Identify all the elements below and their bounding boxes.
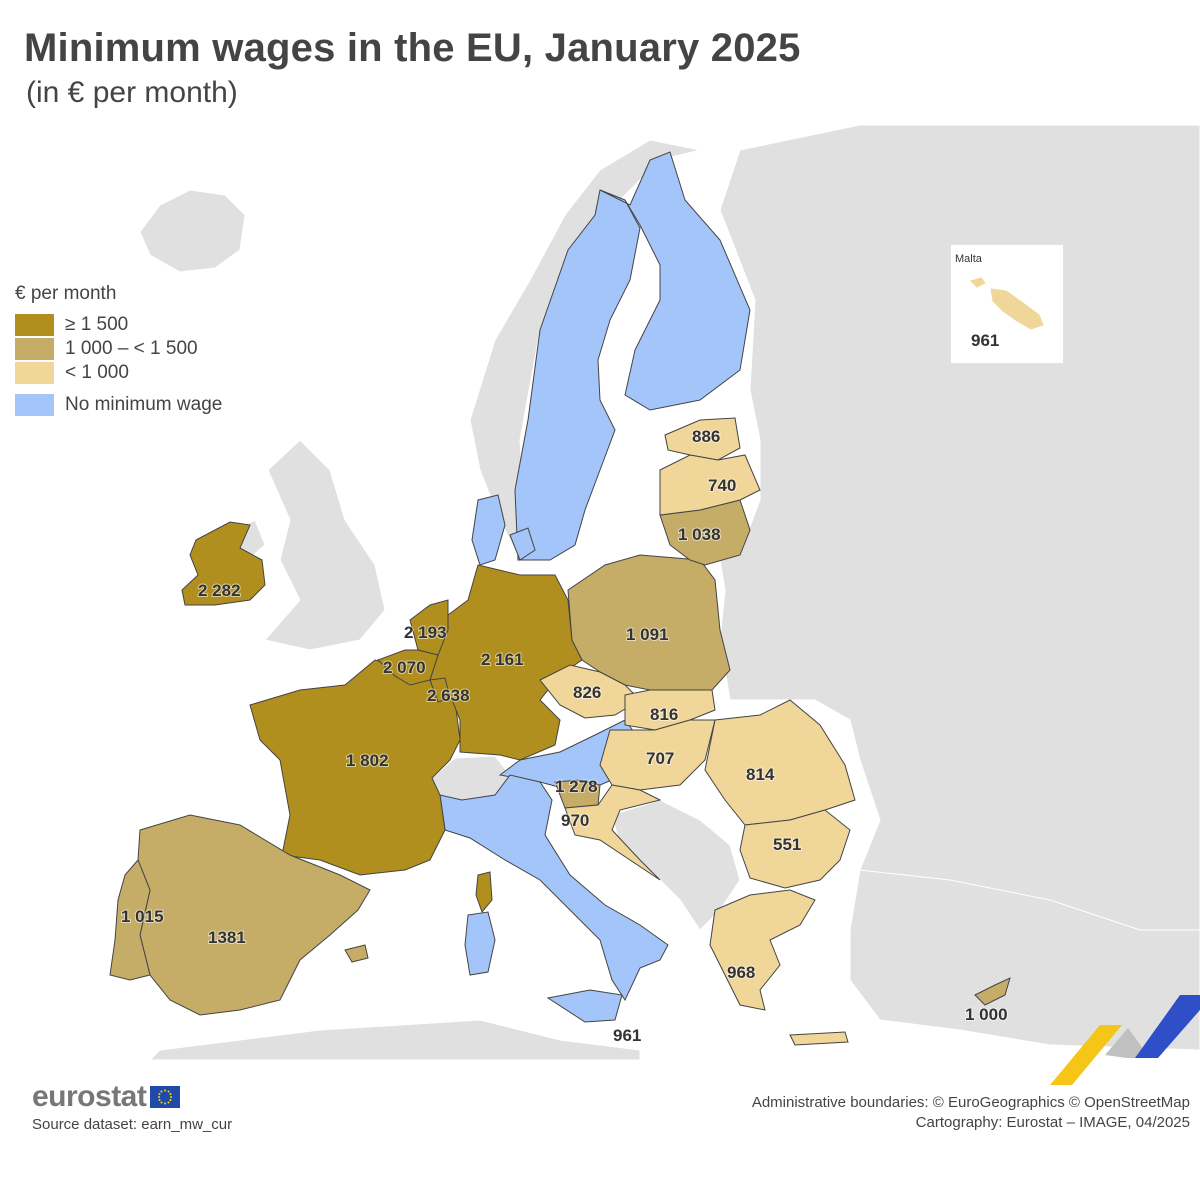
label-germany: 2 161	[481, 650, 524, 669]
eurostat-logo-text: eurostat	[32, 1080, 147, 1113]
label-slovakia: 816	[650, 705, 678, 724]
sicily	[546, 989, 623, 1023]
high-wage-countries	[181, 521, 583, 913]
label-slovenia: 1 278	[555, 777, 598, 796]
legend-swatch-mid	[15, 338, 54, 360]
legend-item-low: < 1 000	[15, 361, 222, 385]
legend-label-high: ≥ 1 500	[65, 314, 129, 335]
legend-item-mid: 1 000 – < 1 500	[15, 337, 222, 361]
great-britain	[264, 439, 386, 651]
label-ireland: 2 282	[198, 581, 241, 600]
greece	[709, 889, 816, 1011]
north-africa	[148, 1019, 641, 1061]
legend: € per month ≥ 1 500 1 000 – < 1 500 < 1 …	[15, 283, 222, 417]
map-subtitle: (in € per month)	[26, 76, 238, 109]
cyprus	[974, 977, 1011, 1006]
label-latvia: 740	[708, 476, 736, 495]
label-czechia: 826	[573, 683, 601, 702]
label-belgium: 2 070	[383, 658, 426, 677]
ireland	[181, 521, 266, 606]
map-title: Minimum wages in the EU, January 2025	[24, 26, 801, 70]
legend-swatch-none	[15, 394, 54, 416]
label-france: 1 802	[346, 751, 389, 770]
iceland	[139, 189, 246, 273]
belgium	[377, 649, 439, 686]
map-value-labels: 2 282 2 193 2 070 2 638 2 161 1 802 1 01…	[120, 426, 1009, 1046]
legend-swatch-high	[15, 314, 54, 336]
source-dataset: Source dataset: earn_mw_cur	[32, 1116, 233, 1133]
label-hungary: 707	[646, 749, 674, 768]
croatia	[564, 784, 662, 881]
denmark-islands	[509, 527, 536, 561]
label-poland: 1 091	[626, 625, 669, 644]
no-minimum-wage-countries	[439, 151, 751, 1023]
label-estonia: 886	[692, 427, 720, 446]
luxembourg	[429, 677, 451, 703]
label-malta-sicily: 961	[613, 1026, 641, 1045]
malta-shape	[970, 277, 1044, 330]
low-wage-countries	[539, 417, 856, 1046]
label-cyprus: 1 000	[965, 1005, 1008, 1024]
label-romania: 814	[746, 765, 775, 784]
hungary	[599, 719, 716, 791]
romania	[704, 699, 856, 826]
label-greece: 968	[727, 963, 755, 982]
footer-left: eurostat Source dataset: earn_mw_cur	[32, 1080, 232, 1133]
non-eu-land	[139, 124, 1200, 1061]
eu-flag-icon	[150, 1086, 181, 1108]
credit-boundaries: Administrative boundaries: © EuroGeograp…	[751, 1094, 1190, 1111]
legend-label-low: < 1 000	[65, 362, 129, 383]
latvia	[659, 454, 761, 516]
sweden	[514, 189, 641, 561]
denmark	[471, 494, 506, 566]
corsica	[475, 871, 493, 913]
italy	[439, 774, 669, 1002]
label-lithuania: 1 038	[678, 525, 721, 544]
legend-swatch-low	[15, 362, 54, 384]
slovenia	[554, 779, 601, 809]
label-luxembourg: 2 638	[427, 686, 470, 705]
finland	[599, 151, 751, 411]
bulgaria	[739, 809, 851, 889]
label-portugal: 1 015	[121, 907, 164, 926]
label-bulgaria: 551	[773, 835, 801, 854]
label-netherlands: 2 193	[404, 623, 447, 642]
corner-stripes	[1050, 995, 1200, 1085]
malta-inset: Malta 961	[950, 244, 1064, 364]
slovakia	[624, 689, 716, 731]
label-spain: 1381	[208, 928, 246, 947]
estonia	[664, 417, 741, 461]
legend-label-none: No minimum wage	[65, 394, 223, 415]
norway	[469, 139, 701, 562]
malta-inset-value: 961	[971, 331, 1000, 350]
legend-item-none: No minimum wage	[15, 393, 222, 417]
balearic	[344, 944, 369, 963]
mid-wage-countries	[109, 499, 1011, 1016]
footer-credits: Administrative boundaries: © EuroGeograp…	[752, 1093, 1190, 1133]
credit-cartography: Cartography: Eurostat – IMAGE, 04/2025	[915, 1114, 1190, 1131]
legend-label-mid: 1 000 – < 1 500	[65, 338, 198, 359]
legend-item-high: ≥ 1 500	[15, 313, 222, 337]
legend-title: € per month	[15, 283, 117, 304]
portugal	[109, 859, 151, 981]
crete	[789, 1031, 849, 1046]
malta-inset-title: Malta	[955, 253, 982, 265]
sardinia	[464, 911, 496, 976]
eurostat-logo: eurostat	[32, 1080, 232, 1114]
label-croatia: 970	[561, 811, 589, 830]
